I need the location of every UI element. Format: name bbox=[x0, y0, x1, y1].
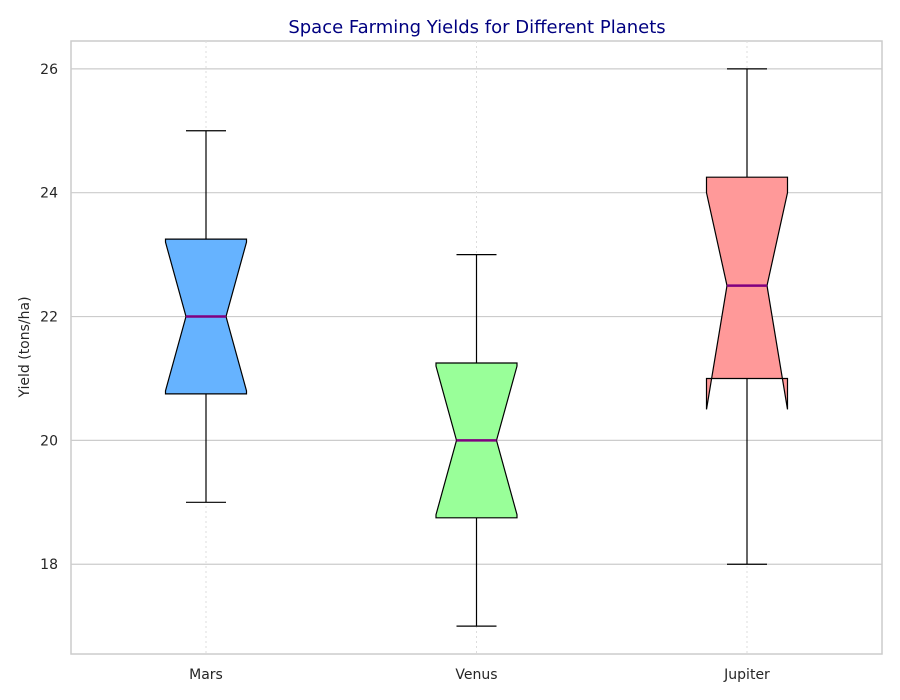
box-body bbox=[705, 176, 789, 410]
y-tick-label: 24 bbox=[40, 186, 58, 202]
x-tick-label: Jupiter bbox=[723, 667, 770, 683]
chart-title: Space Farming Yields for Different Plane… bbox=[288, 17, 665, 38]
y-axis-label: Yield (tons/ha) bbox=[17, 296, 33, 398]
y-ticks: 18 20 22 24 26 bbox=[40, 62, 58, 573]
box-jupiter bbox=[705, 68, 789, 565]
x-tick-label: Mars bbox=[189, 667, 223, 683]
x-tick-label: Venus bbox=[455, 667, 497, 683]
y-tick-label: 26 bbox=[40, 62, 58, 78]
box-venus bbox=[435, 254, 518, 627]
box-mars bbox=[164, 130, 248, 503]
y-tick-label: 20 bbox=[40, 433, 58, 449]
boxes bbox=[164, 68, 789, 627]
y-tick-label: 18 bbox=[40, 557, 58, 573]
x-ticks: Mars Venus Jupiter bbox=[189, 667, 770, 683]
y-tick-label: 22 bbox=[40, 310, 58, 326]
